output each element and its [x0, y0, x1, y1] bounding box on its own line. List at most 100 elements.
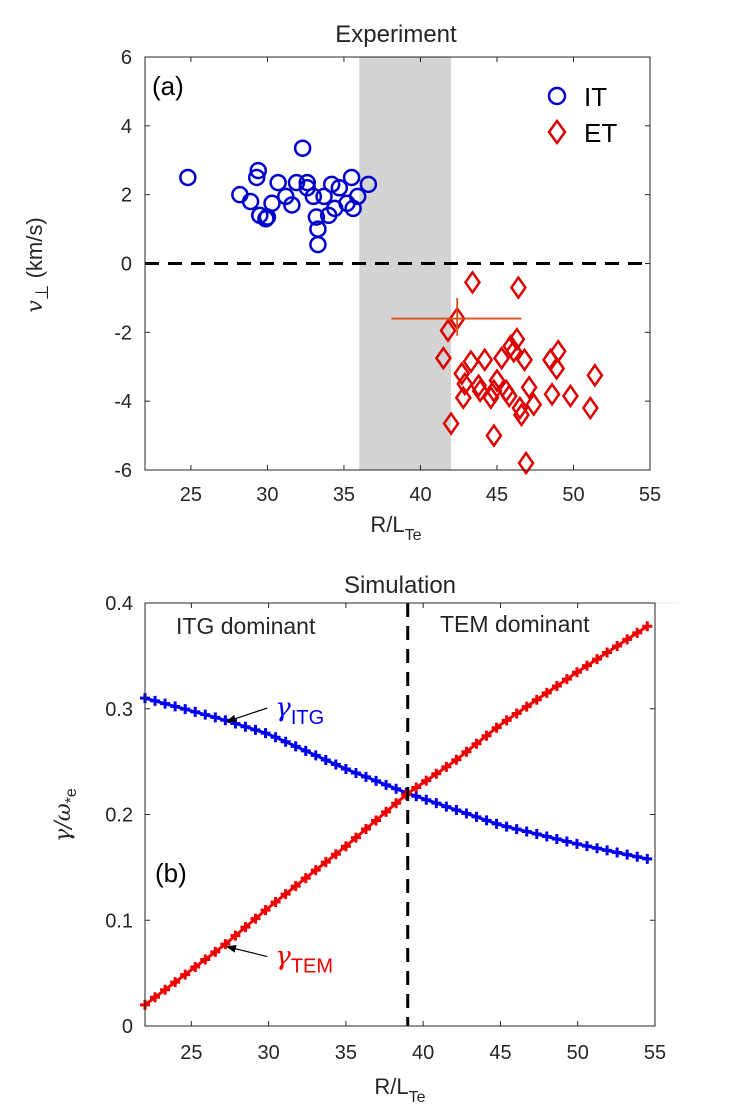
panel-b-xlabel: R/LTe [374, 1074, 425, 1106]
xlabel-main: R/L [374, 1074, 408, 1099]
x-tick-label: 55 [644, 1042, 666, 1064]
itg-marker-35 [491, 818, 502, 829]
tem-marker-17 [310, 865, 321, 876]
it-point-13 [293, 139, 312, 157]
et-point-22 [509, 275, 527, 300]
x-ticks: 25 30 35 40 45 50 55 [180, 57, 661, 506]
itg-marker-19 [330, 759, 341, 770]
gamma-symbol: γ [275, 942, 291, 972]
tem-marker-25 [391, 798, 402, 809]
growth-rate-curves [140, 621, 653, 1010]
tem-marker-24 [381, 806, 392, 817]
annotation-itg: γITG [275, 693, 324, 729]
itg-marker-28 [421, 794, 432, 805]
tem-marker-1 [150, 992, 161, 1003]
region-label-left: ITG dominant [176, 613, 316, 639]
et-point-31 [548, 356, 566, 381]
itg-marker-13 [270, 732, 281, 743]
tem-marker-30 [441, 761, 452, 772]
et-point-0 [434, 345, 452, 371]
it-point-6 [257, 210, 275, 228]
ylabel-main: γ/ω [51, 803, 76, 842]
tem-marker-42 [561, 674, 572, 685]
tem-marker-48 [622, 634, 633, 645]
y-ticks: -6 -4 -2 0 2 4 6 [114, 47, 650, 482]
tem-marker-10 [240, 922, 251, 933]
tem-marker-33 [471, 738, 482, 749]
itg-marker-37 [511, 824, 522, 835]
y-tick-label: 0 [122, 1016, 133, 1038]
itg-marker-46 [602, 845, 613, 856]
tem-marker-26 [401, 789, 412, 800]
tem-marker-7 [210, 946, 221, 957]
tem-marker-35 [491, 722, 502, 733]
y-tick-label: 0.2 [105, 805, 133, 827]
et-point-9 [470, 373, 488, 398]
legend-marker-et [547, 118, 567, 146]
tem-marker-27 [411, 782, 422, 793]
itg-curve [144, 696, 648, 861]
tem-marker-43 [571, 667, 582, 678]
annotation-tem: γTEM [275, 942, 333, 978]
tem-marker-32 [461, 746, 472, 757]
annotation-arrow-tem [225, 944, 268, 958]
y-tick-label: -4 [114, 391, 132, 413]
panel-a: Experiment 25 30 35 40 45 50 55 -6 -4 -2 0 2 4 6 (a)… [22, 21, 661, 544]
x-tick-label: 30 [256, 484, 278, 506]
itg-marker-30 [441, 801, 452, 812]
tem-marker-21 [350, 832, 361, 843]
et-point-30 [543, 382, 561, 407]
et-point-28 [525, 392, 543, 417]
tem-marker-36 [501, 715, 512, 726]
it-point-4 [249, 161, 267, 180]
et-point-12 [482, 385, 500, 410]
y-tick-label: 0 [121, 254, 132, 276]
itg-marker-17 [310, 750, 321, 761]
itg-marker-24 [381, 779, 392, 790]
tem-marker-2 [160, 984, 171, 995]
et-point-14 [485, 423, 503, 448]
tem-marker-16 [300, 873, 311, 884]
et-point-18 [500, 383, 518, 409]
it-point-1 [231, 185, 249, 204]
itg-marker-1 [150, 695, 161, 706]
panel-b-axes-box [144, 602, 656, 1027]
itg-marker-44 [582, 841, 592, 852]
itg-marker-15 [290, 741, 301, 752]
it-point-26 [342, 168, 361, 187]
tem-marker-49 [632, 627, 643, 638]
itg-marker-40 [541, 831, 552, 842]
tem-marker-4 [180, 969, 191, 980]
x-ticks: 25 30 35 40 45 50 55 [180, 603, 666, 1064]
panel-b-ylabel: γ/ω*e [51, 788, 80, 842]
itg-marker-27 [411, 791, 422, 802]
itg-marker-7 [210, 712, 221, 723]
tem-marker-34 [481, 730, 492, 741]
et-point-33 [561, 383, 579, 409]
itg-marker-11 [250, 724, 261, 735]
it-point-19 [309, 235, 327, 254]
tem-marker-41 [551, 681, 562, 692]
ylabel-sub: *e [63, 788, 80, 803]
xlabel-sub: Te [405, 527, 422, 544]
itg-marker-21 [350, 767, 361, 778]
itg-marker-10 [240, 721, 251, 732]
y-tick-label: -6 [114, 460, 132, 482]
it-point-9 [269, 173, 287, 192]
errorbar [391, 297, 522, 336]
itg-marker-33 [471, 811, 482, 822]
itg-marker-16 [300, 745, 311, 756]
x-tick-label: 45 [486, 484, 508, 506]
tem-marker-19 [330, 849, 341, 860]
y-tick-label: 2 [121, 185, 132, 207]
x-tick-label: 35 [333, 484, 355, 506]
tem-marker-31 [451, 754, 462, 765]
tem-marker-12 [260, 905, 271, 916]
y-ticks: 0 0.1 0.2 0.3 0.4 [105, 593, 655, 1038]
itg-marker-12 [260, 728, 271, 739]
gamma-symbol: γ [275, 693, 291, 723]
x-tick-label: 45 [489, 1042, 511, 1064]
it-point-12 [287, 173, 306, 192]
itg-marker-47 [612, 847, 623, 858]
itg-marker-45 [592, 843, 603, 854]
